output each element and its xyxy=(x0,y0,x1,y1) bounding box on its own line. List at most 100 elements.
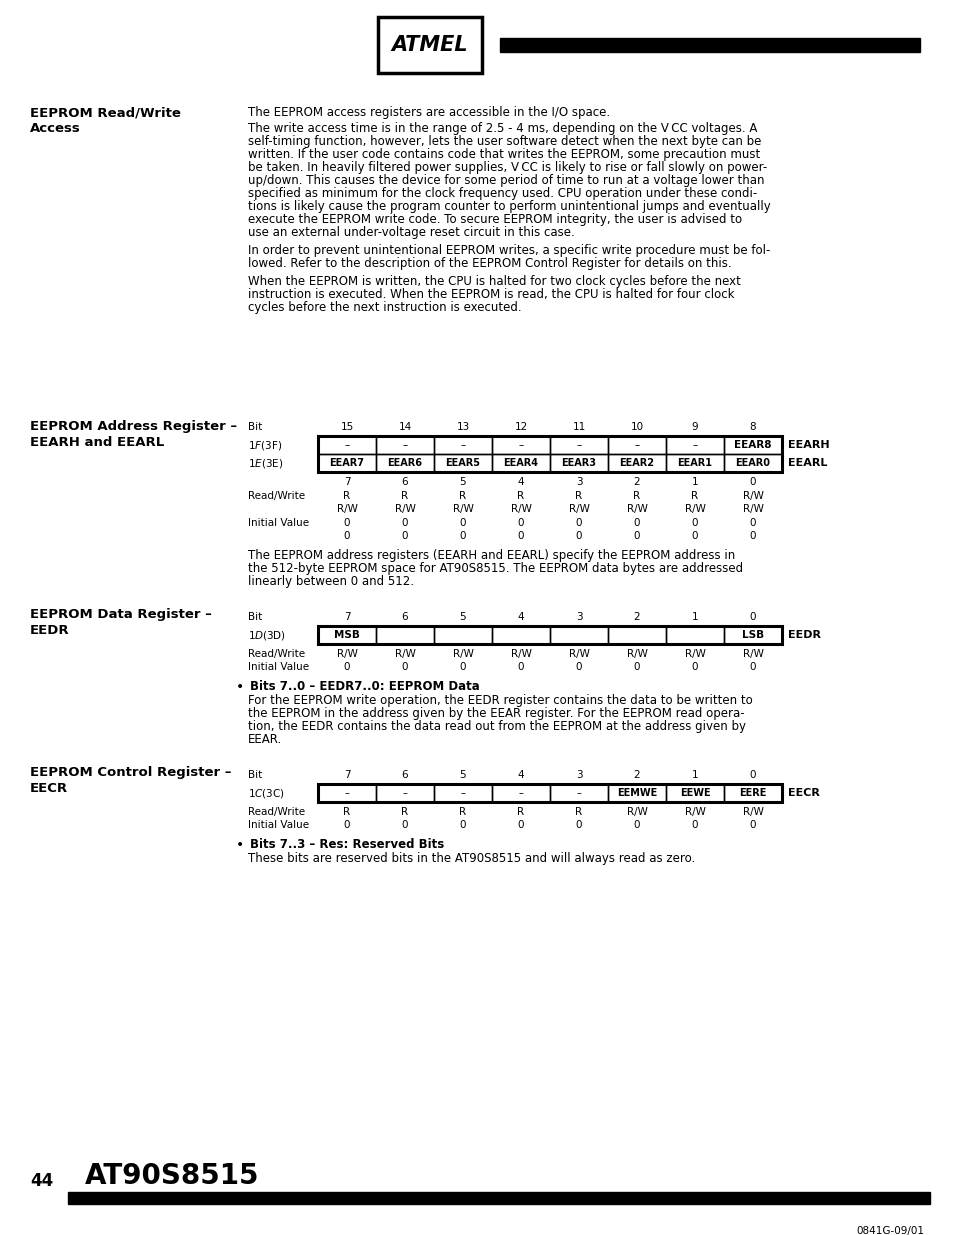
Text: R: R xyxy=(691,492,698,501)
Text: 1: 1 xyxy=(691,613,698,622)
Bar xyxy=(723,626,781,643)
Text: R/W: R/W xyxy=(336,504,357,514)
Text: R: R xyxy=(459,492,466,501)
Bar xyxy=(317,436,781,472)
Text: AT90S8515: AT90S8515 xyxy=(85,1162,259,1191)
Text: R: R xyxy=(401,806,408,818)
Text: 0: 0 xyxy=(343,662,350,672)
Text: tion, the EEDR contains the data read out from the EEPROM at the address given b: tion, the EEDR contains the data read ou… xyxy=(248,720,745,734)
Text: R/W: R/W xyxy=(626,504,647,514)
Text: 0: 0 xyxy=(633,517,639,529)
Text: R: R xyxy=(401,492,408,501)
Bar xyxy=(607,436,665,454)
Text: be taken. In heavily filtered power supplies, V CC is likely to rise or fall slo: be taken. In heavily filtered power supp… xyxy=(248,161,766,174)
Text: 0: 0 xyxy=(633,662,639,672)
Text: R: R xyxy=(343,806,350,818)
Text: Access: Access xyxy=(30,122,81,135)
Text: R: R xyxy=(343,492,350,501)
Bar xyxy=(492,784,550,802)
Bar xyxy=(434,454,492,472)
Text: R: R xyxy=(517,492,524,501)
Text: The write access time is in the range of 2.5 - 4 ms, depending on the V CC volta: The write access time is in the range of… xyxy=(248,122,757,135)
Text: The EEPROM address registers (EEARH and EEARL) specify the EEPROM address in: The EEPROM address registers (EEARH and … xyxy=(248,550,735,562)
Text: R/W: R/W xyxy=(510,650,531,659)
Text: EEDR: EEDR xyxy=(787,630,821,640)
Text: Initial Value: Initial Value xyxy=(248,517,309,529)
Text: 6: 6 xyxy=(401,613,408,622)
Text: R/W: R/W xyxy=(741,492,762,501)
Text: R/W: R/W xyxy=(510,504,531,514)
Text: 0: 0 xyxy=(749,517,756,529)
Text: 0: 0 xyxy=(691,517,698,529)
Text: R/W: R/W xyxy=(336,650,357,659)
Text: R/W: R/W xyxy=(452,504,473,514)
Text: Bits 7..3 – Res: Reserved Bits: Bits 7..3 – Res: Reserved Bits xyxy=(250,839,444,851)
Text: EEAR2: EEAR2 xyxy=(618,458,654,468)
Bar xyxy=(665,784,723,802)
Text: R: R xyxy=(575,806,582,818)
Text: 0: 0 xyxy=(401,517,408,529)
Text: EEAR6: EEAR6 xyxy=(387,458,422,468)
Text: EEPROM Read/Write: EEPROM Read/Write xyxy=(30,106,181,119)
Bar xyxy=(607,626,665,643)
Text: use an external under-voltage reset circuit in this case.: use an external under-voltage reset circ… xyxy=(248,226,574,240)
Text: In order to prevent unintentional EEPROM writes, a specific write procedure must: In order to prevent unintentional EEPROM… xyxy=(248,245,770,257)
Text: R/W: R/W xyxy=(626,650,647,659)
Text: 0: 0 xyxy=(633,531,639,541)
Bar xyxy=(550,784,607,802)
Text: •: • xyxy=(235,680,244,694)
Bar xyxy=(68,1192,929,1204)
Bar xyxy=(434,436,492,454)
Bar xyxy=(375,454,434,472)
Text: The EEPROM access registers are accessible in the I/O space.: The EEPROM access registers are accessib… xyxy=(248,106,610,119)
Bar xyxy=(375,626,434,643)
Text: 10: 10 xyxy=(630,422,643,432)
Text: EEARL: EEARL xyxy=(787,458,826,468)
Text: EEPROM Control Register –: EEPROM Control Register – xyxy=(30,766,232,779)
Bar xyxy=(607,784,665,802)
Bar xyxy=(550,454,607,472)
Text: 0: 0 xyxy=(749,662,756,672)
Bar xyxy=(317,784,375,802)
Text: 0: 0 xyxy=(749,613,756,622)
Text: $1E ($3E): $1E ($3E) xyxy=(248,457,283,469)
Text: EEAR0: EEAR0 xyxy=(735,458,770,468)
Text: –: – xyxy=(576,788,580,798)
Text: R/W: R/W xyxy=(568,650,589,659)
Text: Bit: Bit xyxy=(248,769,262,781)
Text: 14: 14 xyxy=(398,422,411,432)
Text: Read/Write: Read/Write xyxy=(248,650,305,659)
Text: the 512-byte EEPROM space for AT90S8515. The EEPROM data bytes are addressed: the 512-byte EEPROM space for AT90S8515.… xyxy=(248,562,742,576)
Bar xyxy=(317,626,375,643)
Text: 5: 5 xyxy=(459,769,466,781)
Text: EEAR3: EEAR3 xyxy=(561,458,596,468)
Bar xyxy=(317,454,375,472)
Bar xyxy=(723,436,781,454)
Text: 0: 0 xyxy=(459,662,466,672)
Text: 0: 0 xyxy=(401,662,408,672)
Text: ATMEL: ATMEL xyxy=(392,35,468,56)
Text: These bits are reserved bits in the AT90S8515 and will always read as zero.: These bits are reserved bits in the AT90… xyxy=(248,852,695,864)
Text: EEAR.: EEAR. xyxy=(248,734,282,746)
Text: –: – xyxy=(576,440,581,450)
Text: LSB: LSB xyxy=(741,630,763,640)
Text: Initial Value: Initial Value xyxy=(248,820,309,830)
Text: instruction is executed. When the EEPROM is read, the CPU is halted for four clo: instruction is executed. When the EEPROM… xyxy=(248,288,734,301)
Bar xyxy=(375,436,434,454)
Text: R/W: R/W xyxy=(568,504,589,514)
Text: 0: 0 xyxy=(517,662,524,672)
Bar xyxy=(434,626,492,643)
Text: –: – xyxy=(634,440,639,450)
Text: 0: 0 xyxy=(343,531,350,541)
Text: 0: 0 xyxy=(401,820,408,830)
Text: 4: 4 xyxy=(517,477,524,487)
Text: $1D ($3D): $1D ($3D) xyxy=(248,629,286,641)
Bar xyxy=(377,17,481,73)
Text: 0: 0 xyxy=(343,820,350,830)
Bar xyxy=(317,436,375,454)
Text: 4: 4 xyxy=(517,769,524,781)
Text: –: – xyxy=(460,788,465,798)
Text: EEAR7: EEAR7 xyxy=(329,458,364,468)
Text: R: R xyxy=(633,492,639,501)
Bar xyxy=(492,454,550,472)
